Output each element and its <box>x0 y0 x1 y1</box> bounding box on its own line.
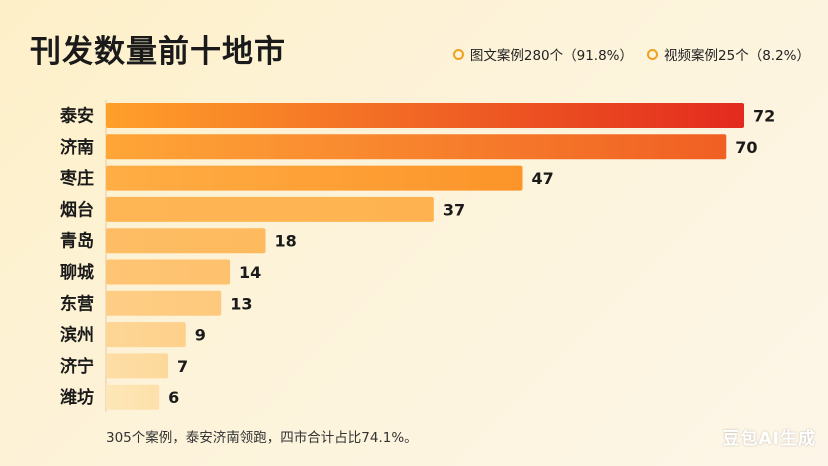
legend: 图文案例280个（91.8%） 视频案例25个（8.2%） <box>452 44 810 64</box>
legend-circle-icon <box>647 48 659 60</box>
value-label: 9 <box>195 326 206 345</box>
value-label: 18 <box>275 232 297 251</box>
legend-label: 视频案例25个（8.2%） <box>664 48 810 64</box>
bar-聊城 <box>106 259 231 285</box>
bar-潍坊 <box>106 384 160 410</box>
category-label: 东营 <box>60 293 94 314</box>
legend-item-video: 视频案例25个（8.2%） <box>647 44 810 64</box>
value-label: 14 <box>239 263 261 282</box>
bar-枣庄 <box>106 165 523 191</box>
legend-label: 图文案例280个（91.8%） <box>469 48 634 64</box>
bar-济宁 <box>106 353 169 379</box>
bar-泰安 <box>106 103 744 128</box>
chart-title: 刊发数量前十地市 <box>30 34 286 70</box>
watermark-logo: 豆包AI生成 <box>722 429 816 449</box>
bar-青岛 <box>106 228 266 254</box>
value-label: 72 <box>753 107 775 126</box>
legend-item-image-text: 图文案例280个（91.8%） <box>452 44 634 64</box>
category-label: 泰安 <box>60 106 94 127</box>
category-label: 济宁 <box>60 356 94 377</box>
value-label: 37 <box>443 200 465 219</box>
value-label: 13 <box>230 294 252 313</box>
category-label: 滨州 <box>60 325 94 346</box>
value-label: 6 <box>168 388 179 407</box>
category-label: 青岛 <box>60 231 94 252</box>
legend-circle-icon <box>452 48 464 60</box>
category-label: 潍坊 <box>60 387 94 408</box>
category-label: 烟台 <box>60 199 94 220</box>
category-label: 聊城 <box>60 262 94 283</box>
footnote: 305个案例，泰安济南领跑，四市合计占比74.1%。 <box>106 430 418 446</box>
value-label: 47 <box>531 169 553 188</box>
value-label: 70 <box>735 138 757 157</box>
bar-济南 <box>106 134 727 160</box>
bar-滨州 <box>106 322 186 348</box>
category-label: 济南 <box>60 137 94 158</box>
bar-烟台 <box>106 196 434 222</box>
value-label: 7 <box>177 357 188 376</box>
bar-东营 <box>106 290 222 316</box>
category-label: 枣庄 <box>59 168 94 189</box>
